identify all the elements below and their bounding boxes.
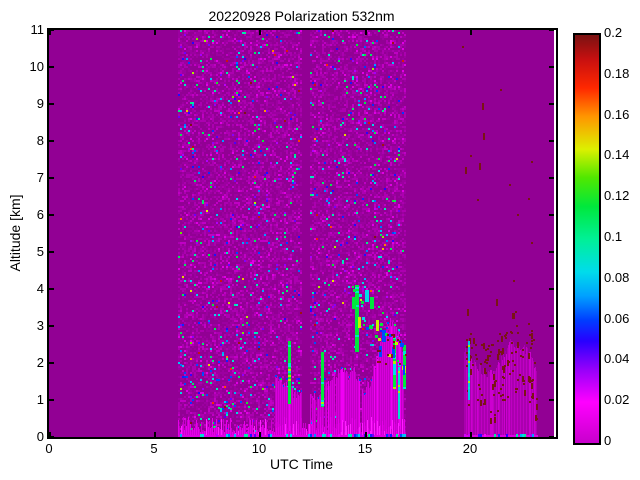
colorbar-tick-label: 0.14	[604, 147, 630, 162]
y-tick-label: 3	[36, 318, 44, 333]
y-tick-label: 8	[36, 133, 44, 148]
x-tick-label: 5	[150, 441, 158, 456]
y-tick-label: 9	[36, 96, 44, 111]
y-tick-label: 2	[36, 355, 44, 370]
x-tick-label: 0	[45, 441, 53, 456]
y-tick-label: 1	[36, 392, 44, 407]
chart-title: 20220928 Polarization 532nm	[208, 8, 395, 24]
colorbar-tick-label: 0.06	[604, 311, 630, 326]
y-tick-label: 6	[36, 207, 44, 222]
colorbar-tick-label: 0.1	[604, 229, 623, 244]
x-tick-label: 15	[357, 441, 373, 456]
x-axis-label: UTC Time	[270, 456, 333, 472]
y-tick-label: 11	[30, 22, 45, 37]
y-tick-label: 5	[36, 244, 44, 259]
colorbar-tick-label: 0.12	[604, 188, 630, 203]
colorbar-tick-label: 0.02	[604, 392, 630, 407]
y-tick-label: 0	[36, 429, 44, 444]
y-tick-label: 10	[29, 59, 44, 74]
colorbar-gradient	[575, 35, 599, 443]
colorbar-tick-label: 0.18	[604, 66, 630, 81]
y-tick-label: 7	[36, 170, 44, 185]
colorbar-tick-label: 0	[604, 433, 612, 448]
colorbar	[573, 33, 601, 445]
colorbar-tick-label: 0.2	[604, 25, 623, 40]
x-tick-label: 10	[251, 441, 267, 456]
x-tick-label: 20	[462, 441, 478, 456]
colorbar-tick-label: 0.04	[604, 351, 630, 366]
colorbar-tick-label: 0.16	[604, 107, 630, 122]
colorbar-tick-label: 0.08	[604, 270, 630, 285]
y-axis-label: Altitude [km]	[7, 194, 23, 272]
y-tick-label: 4	[36, 281, 44, 296]
heatmap-canvas	[49, 30, 554, 437]
